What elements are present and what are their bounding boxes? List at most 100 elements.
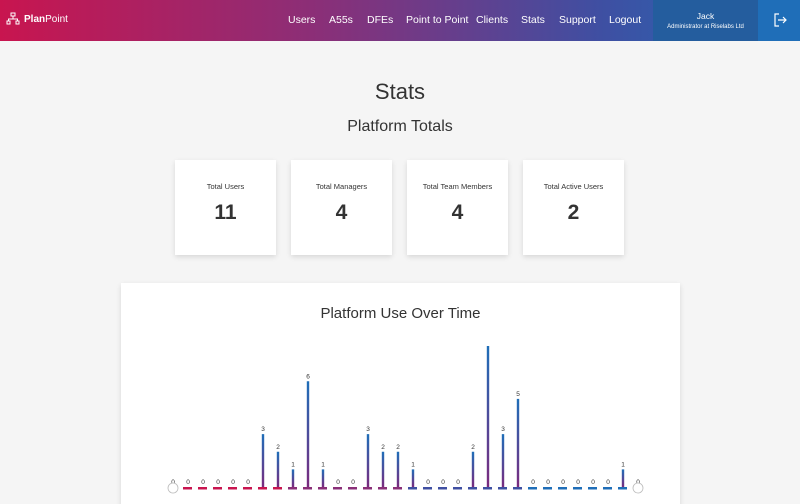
stat-card-total-active-users: Total Active Users 2 xyxy=(523,160,624,255)
chart-bar[interactable] xyxy=(366,434,370,487)
chart-title: Platform Use Over Time xyxy=(320,305,481,322)
bar-value-label: 0 xyxy=(216,479,220,486)
axis-segment xyxy=(558,487,567,490)
nav-dfes[interactable]: DFEs xyxy=(367,14,394,26)
axis-segment xyxy=(618,487,627,490)
nav-clients[interactable]: Clients xyxy=(476,14,509,26)
axis-segment xyxy=(303,487,312,490)
bar-value-label: 0 xyxy=(426,479,430,486)
axis-segment xyxy=(258,487,267,490)
usage-chart-card: Platform Use Over Time 0 0 0 0 0 0 3 2 1 6 1 0 0 3 2 2 1… xyxy=(121,283,680,504)
bar-value-label: 0 xyxy=(351,479,355,486)
chart-bar[interactable] xyxy=(261,434,265,487)
bar-value-label: 3 xyxy=(366,426,370,433)
bar-value-label: 0 xyxy=(591,479,595,486)
bar-value-label: 2 xyxy=(471,444,475,451)
bar-value-label: 3 xyxy=(261,426,265,433)
chart-bar[interactable] xyxy=(471,451,475,487)
stat-label: Total Team Members xyxy=(422,182,493,191)
stat-value: 4 xyxy=(451,201,464,224)
axis-segment xyxy=(573,487,582,490)
bar-value-label: 2 xyxy=(396,444,400,451)
nav-support[interactable]: Support xyxy=(559,14,596,26)
axis-segment xyxy=(423,487,432,490)
bar-value-label: 0 xyxy=(171,479,175,486)
bar-value-label: 0 xyxy=(606,479,610,486)
bar-value-label: 0 xyxy=(561,479,565,486)
chart-bar[interactable] xyxy=(396,451,400,487)
chart-bar[interactable] xyxy=(516,398,520,487)
bar-value-label: 5 xyxy=(516,391,520,398)
brand-logo[interactable]: Plan Point xyxy=(6,12,68,26)
chart-bar[interactable] xyxy=(486,346,490,487)
bar-value-label: 2 xyxy=(276,444,280,451)
axis-segment xyxy=(453,487,462,490)
axis-segment xyxy=(588,487,597,490)
axis-segment xyxy=(438,487,447,490)
page-title: Stats xyxy=(374,79,426,104)
bar-value-label: 0 xyxy=(456,479,460,486)
bar-value-label: 1 xyxy=(321,461,325,468)
axis-segment xyxy=(528,487,537,490)
nav-users[interactable]: Users xyxy=(288,14,316,26)
bar-value-label: 2 xyxy=(381,444,385,451)
bar-value-label: 1 xyxy=(411,461,415,468)
axis-segment xyxy=(393,487,402,490)
axis-segment xyxy=(273,487,282,490)
bar-value-label: 0 xyxy=(546,479,550,486)
chart-bar[interactable] xyxy=(411,469,415,487)
logout-icon xyxy=(774,13,787,27)
nav-logout[interactable]: Logout xyxy=(609,14,642,26)
axis-segment xyxy=(513,487,522,490)
brand-name-bold: Plan xyxy=(24,13,46,25)
bar-value-label: 3 xyxy=(501,426,505,433)
stat-label: Total Users xyxy=(206,182,245,191)
chart-bar[interactable] xyxy=(621,469,625,487)
org-chart-icon xyxy=(6,12,20,25)
axis-segment xyxy=(243,487,252,490)
axis-segment xyxy=(288,487,297,490)
nav-stats[interactable]: Stats xyxy=(521,14,545,26)
axis-segment xyxy=(468,487,477,490)
range-handle-end[interactable] xyxy=(632,482,644,494)
bar-value-label: 1 xyxy=(291,461,295,468)
nav-point-to-point[interactable]: Point to Point xyxy=(406,14,469,26)
stat-value: 2 xyxy=(567,201,580,224)
bar-value-label: 0 xyxy=(201,479,205,486)
chart-bar[interactable] xyxy=(276,451,280,487)
bar-value-label: 0 xyxy=(531,479,535,486)
range-handle-start[interactable] xyxy=(167,482,179,494)
stat-value: 4 xyxy=(335,201,348,224)
top-navbar: Plan Point Users A55s DFEs Point to Point… xyxy=(0,0,800,41)
axis-segment xyxy=(378,487,387,490)
nav-a55s[interactable]: A55s xyxy=(329,14,353,26)
chart-bar[interactable] xyxy=(321,469,325,487)
axis-segment xyxy=(483,487,492,490)
chart-bar[interactable] xyxy=(306,381,310,487)
bar-value-label: 0 xyxy=(231,479,235,486)
stat-label: Total Managers xyxy=(315,182,368,191)
bar-value-label: 0 xyxy=(336,479,340,486)
user-account[interactable]: Jack Administrator at Riselabs Ltd xyxy=(653,0,758,41)
bar-value-label: 0 xyxy=(246,479,250,486)
page-subtitle: Platform Totals xyxy=(347,118,453,135)
user-name: Jack xyxy=(696,11,715,21)
axis-segment xyxy=(603,487,612,490)
brand-name-light: Point xyxy=(45,13,68,25)
axis-segment xyxy=(183,487,192,490)
axis-segment xyxy=(363,487,372,490)
chart-bar[interactable] xyxy=(501,434,505,487)
usage-bar-chart: 0 0 0 0 0 0 3 2 1 6 1 0 0 3 2 2 1 0 0 0 2 3 5 0 0 0 0 0 0 1 0 xyxy=(167,346,644,494)
axis-segment xyxy=(213,487,222,490)
chart-bar[interactable] xyxy=(381,451,385,487)
stat-label: Total Active Users xyxy=(543,182,604,191)
chart-bar[interactable] xyxy=(291,469,295,487)
bar-value-label: 1 xyxy=(621,461,625,468)
bar-value-label: 0 xyxy=(636,479,640,486)
axis-segment xyxy=(543,487,552,490)
stat-value: 11 xyxy=(214,201,237,224)
logout-button[interactable] xyxy=(758,0,800,41)
bar-value-label: 6 xyxy=(306,373,310,380)
axis-segment xyxy=(198,487,207,490)
user-role: Administrator at Riselabs Ltd xyxy=(667,24,744,30)
